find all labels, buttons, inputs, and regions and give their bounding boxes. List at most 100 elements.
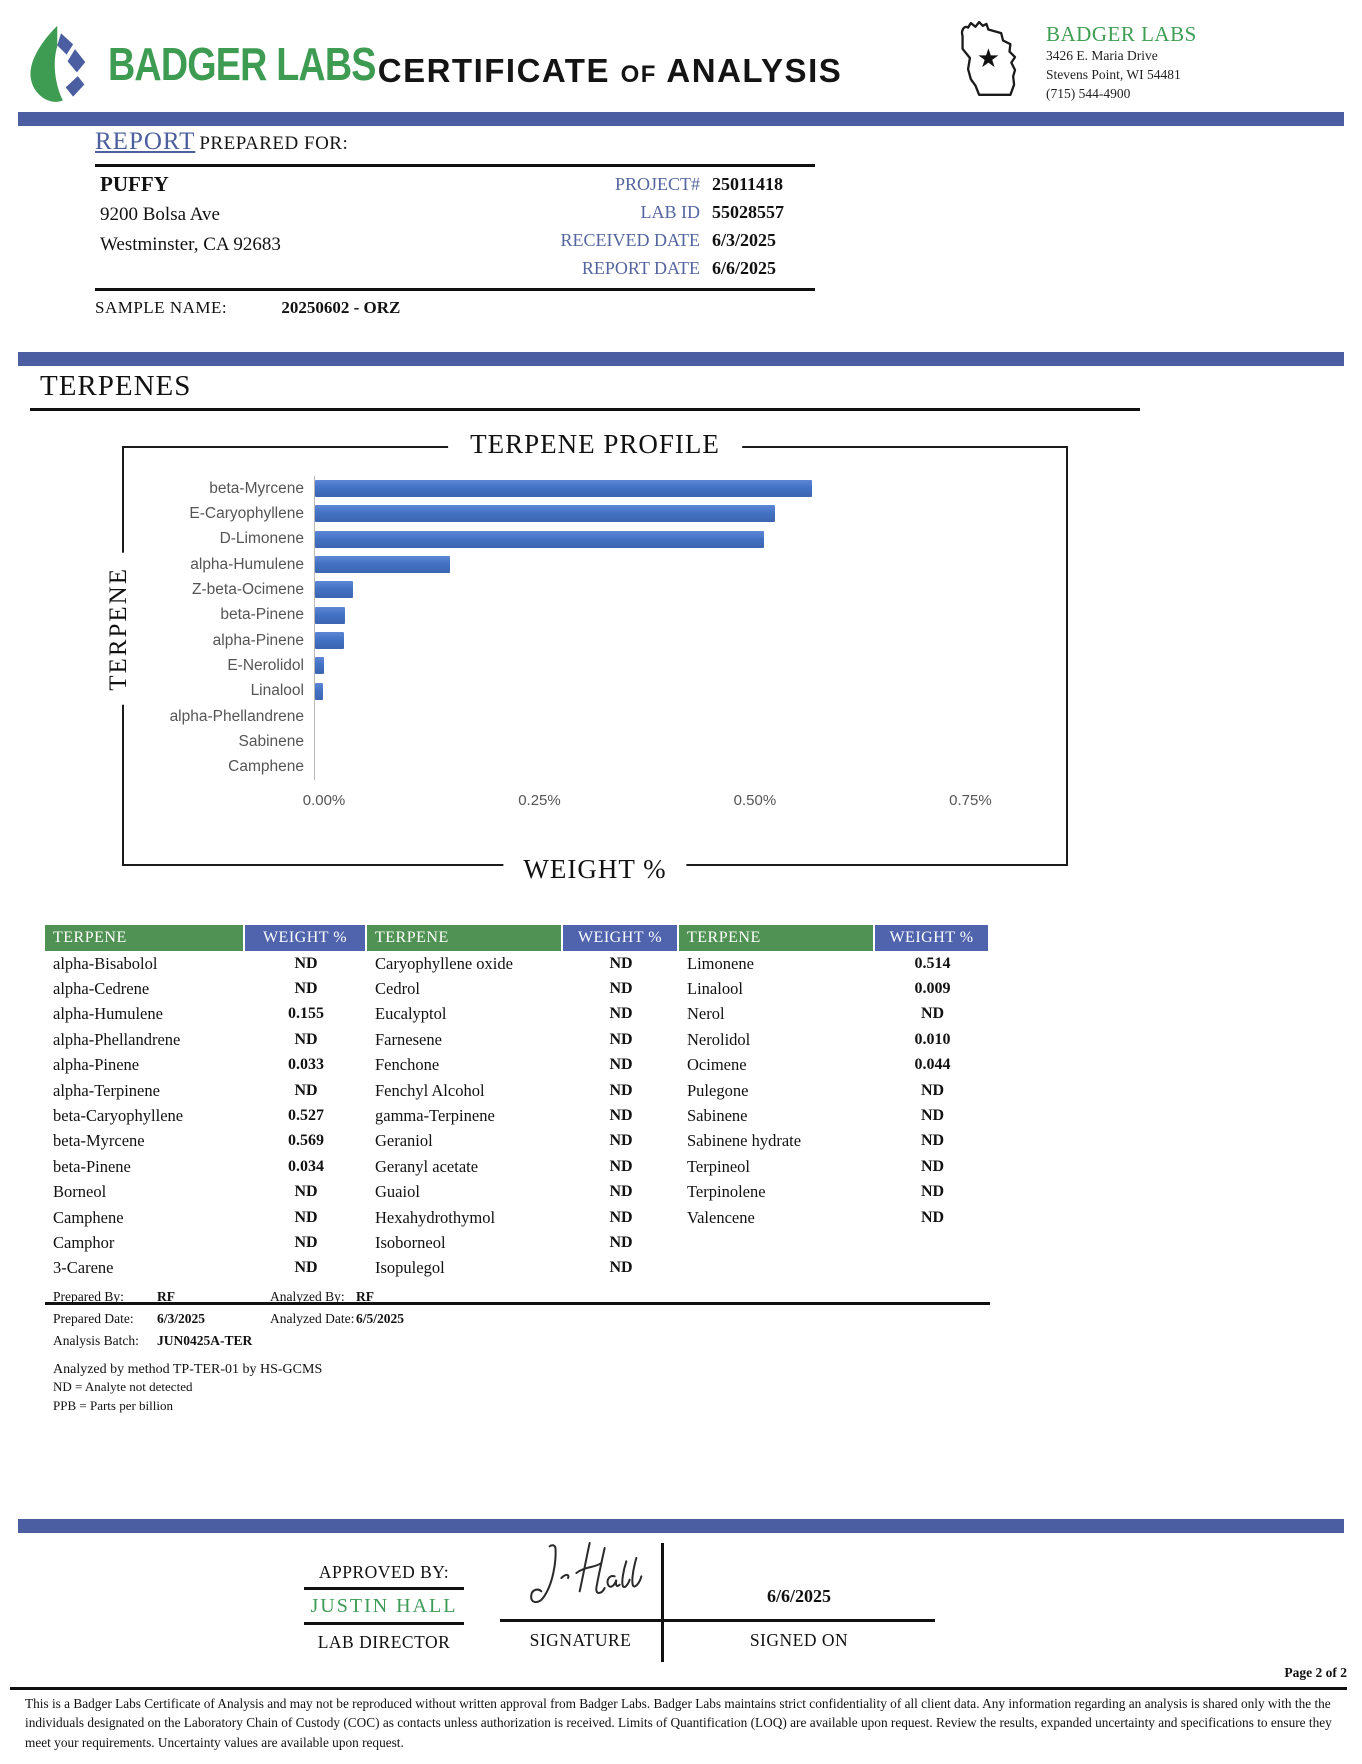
chart-bar-track — [314, 602, 1048, 628]
sample-name-label: SAMPLE NAME: — [95, 298, 228, 317]
table-row: Isopulegol ND — [367, 1256, 679, 1281]
terpene-name-cell: Caryophyllene oxide — [375, 953, 513, 973]
chart-bar-row: Linalool — [132, 678, 1048, 704]
terpene-name-cell: alpha-Pinene — [53, 1055, 140, 1075]
weight-value-cell: ND — [920, 1132, 945, 1150]
signature-label: SIGNATURE — [529, 1630, 632, 1650]
analyzed-date-label: Analyzed Date: — [270, 1311, 355, 1326]
table-row: alpha-Bisabolol ND — [45, 951, 367, 976]
table-header-weight: WEIGHT % — [563, 925, 679, 951]
weight-value-cell: ND — [294, 1259, 318, 1277]
terpene-name-cell: Ocimene — [687, 1055, 747, 1075]
report-field: RECEIVED DATE 6/3/2025 — [520, 226, 815, 254]
page-number: Page 2 of 2 — [1284, 1665, 1347, 1680]
terpene-name-cell: Sabinene hydrate — [687, 1131, 802, 1151]
table-row: alpha-Humulene 0.155 — [45, 1002, 367, 1027]
table-header-row: TERPENE WEIGHT % — [679, 925, 990, 951]
table-row: Sabinene hydrate ND — [679, 1129, 990, 1154]
terpene-name-cell: Fenchone — [375, 1055, 440, 1075]
report-field-value: 25011418 — [712, 173, 784, 194]
star-icon: ★ — [977, 44, 1000, 73]
weight-value-cell: ND — [920, 1005, 945, 1023]
weight-value-cell: ND — [609, 1107, 633, 1125]
chart-bar — [315, 632, 344, 650]
weight-value-cell: ND — [609, 1056, 633, 1074]
chart-bar-track — [314, 501, 1048, 527]
divider-bar-top — [18, 112, 1344, 126]
weight-value-cell: ND — [294, 1208, 318, 1226]
weight-value-cell: ND — [294, 980, 318, 998]
terpene-name-cell: Camphene — [53, 1207, 124, 1227]
terpene-name-cell: 3-Carene — [53, 1258, 114, 1278]
client-address-1: 9200 Bolsa Ave — [100, 204, 220, 225]
terpene-name-cell: Nerolidol — [687, 1029, 751, 1049]
sample-divider-line — [95, 288, 815, 291]
weight-value-cell: ND — [920, 1183, 945, 1201]
disclaimer-text: This is a Badger Labs Certificate of Ana… — [25, 1696, 1332, 1750]
table-header-row: TERPENE WEIGHT % — [367, 925, 679, 951]
weight-value-cell: 0.034 — [288, 1157, 324, 1175]
report-divider-line — [95, 164, 815, 167]
table-column-group: TERPENE WEIGHT % Limonene 0.514 Linalool 0.00… — [679, 925, 990, 1230]
chart-category-label: alpha-Humulene — [190, 555, 304, 573]
chart-plot-area: beta-Myrcene E-Caryophyllene D-Limonene alp… — [132, 476, 1048, 780]
header-logo: BADGER LABS — [22, 22, 434, 106]
terpene-name-cell: Borneol — [53, 1182, 107, 1202]
chart-bar — [315, 682, 323, 700]
chart-bar-track — [314, 754, 1048, 780]
analysis-batch-value: JUN0425A-TER — [157, 1333, 253, 1348]
chart-bar-row: alpha-Pinene — [132, 627, 1048, 654]
chart-x-tick-label: 0.75% — [949, 792, 992, 809]
terpene-name-cell: Cedrol — [375, 979, 420, 999]
table-row: Caryophyllene oxide ND — [367, 951, 679, 976]
terpene-name-cell: Farnesene — [375, 1029, 442, 1049]
table-row: Isoborneol ND — [367, 1230, 679, 1255]
chart-bar — [315, 657, 324, 675]
terpene-name-cell: Guaiol — [375, 1182, 420, 1202]
weight-value-cell: 0.155 — [288, 1005, 324, 1023]
analyzed-by-value: RF — [356, 1289, 374, 1304]
table-row: Geranyl acetate ND — [367, 1154, 679, 1179]
terpene-results-table: TERPENE WEIGHT % alpha-Bisabolol ND alpha-Ce… — [45, 925, 990, 1305]
table-row: Guaiol ND — [367, 1180, 679, 1205]
client-address-2: Westminster, CA 92683 — [100, 234, 281, 255]
table-row: Camphor ND — [45, 1230, 367, 1255]
report-field-value: 6/3/2025 — [712, 229, 777, 250]
report-field: REPORT DATE 6/6/2025 — [520, 254, 815, 282]
nd-note: ND = Analyte not detected — [53, 1379, 193, 1394]
chart-category-label: alpha-Phellandrene — [169, 707, 304, 725]
report-word: REPORT — [95, 128, 196, 155]
chart-x-tick-label: 0.00% — [302, 792, 346, 809]
chart-category-label: Linalool — [250, 682, 304, 700]
chart-bar-track — [314, 703, 1048, 730]
terpene-profile-chart: TERPENE PROFILE TERPENE beta-Myrcene E-Ca… — [103, 429, 1068, 885]
chart-category-label: Sabinene — [238, 732, 304, 750]
signature-line — [500, 1619, 935, 1622]
chart-bar — [315, 505, 775, 523]
table-header-terpene: TERPENE — [367, 925, 563, 951]
terpene-name-cell: Limonene — [687, 953, 754, 973]
chart-x-tick-label: 0.25% — [518, 792, 561, 809]
table-row: alpha-Pinene 0.033 — [45, 1053, 367, 1078]
table-header-terpene: TERPENE — [45, 925, 245, 951]
leaf-logo-icon — [30, 25, 86, 102]
chart-bar-row: E-Caryophyllene — [132, 501, 1048, 527]
table-row: Nerolidol 0.010 — [679, 1027, 990, 1052]
chart-bar-row: beta-Pinene — [132, 602, 1048, 628]
chart-bar-row: alpha-Humulene — [132, 551, 1048, 578]
approver-name-line — [304, 1622, 464, 1625]
chart-bar-track — [314, 476, 1048, 502]
chart-bar-row: Sabinene — [132, 729, 1048, 755]
weight-value-cell: ND — [294, 1183, 318, 1201]
table-row: Nerol ND — [679, 1002, 990, 1027]
signed-date: 6/6/2025 — [766, 1586, 831, 1606]
terpenes-underline — [30, 408, 1140, 411]
weight-value-cell: ND — [294, 1233, 318, 1251]
chart-category-label: E-Caryophyllene — [189, 504, 304, 522]
terpene-name-cell: Geraniol — [375, 1131, 433, 1151]
table-row: Camphene ND — [45, 1205, 367, 1230]
terpene-name-cell: alpha-Phellandrene — [53, 1029, 181, 1049]
table-row: Pulegone ND — [679, 1078, 990, 1103]
chart-category-label: Z-beta-Ocimene — [192, 580, 304, 598]
